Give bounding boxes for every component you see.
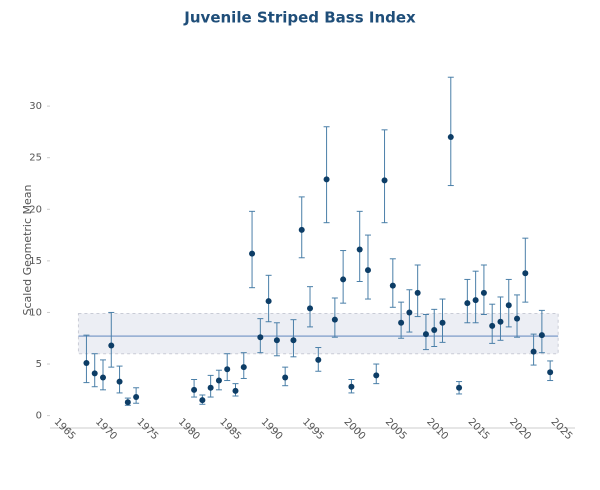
- x-tick-label: 2025: [548, 416, 574, 442]
- y-tick-label: 30: [29, 101, 42, 112]
- point: [298, 226, 305, 233]
- point: [331, 316, 338, 323]
- point: [307, 305, 314, 312]
- point: [323, 176, 330, 183]
- point: [356, 246, 363, 253]
- point: [373, 372, 380, 379]
- y-tick-label: 25: [29, 153, 42, 164]
- x-tick-label: 1990: [259, 416, 285, 442]
- y-tick-label: 0: [36, 411, 42, 422]
- x-tick-label: 2005: [383, 416, 409, 442]
- point: [489, 322, 496, 329]
- point: [191, 386, 198, 393]
- y-tick-label: 20: [29, 204, 42, 215]
- point: [464, 300, 471, 307]
- x-tick-label: 2000: [341, 416, 367, 442]
- point: [315, 356, 322, 363]
- point: [224, 366, 231, 373]
- point: [480, 289, 487, 296]
- y-tick-label: 10: [29, 307, 42, 318]
- point: [414, 289, 421, 296]
- y-tick-label: 15: [29, 256, 42, 267]
- point: [431, 326, 438, 333]
- point: [340, 276, 347, 283]
- point: [99, 374, 106, 381]
- y-axis-label: Scaled Geometric Mean: [21, 184, 34, 315]
- x-tick-label: 1965: [52, 416, 78, 442]
- point: [348, 383, 355, 390]
- point: [249, 250, 256, 257]
- point: [364, 267, 371, 274]
- point: [514, 315, 521, 322]
- point: [538, 332, 545, 339]
- point: [447, 134, 454, 141]
- point: [381, 177, 388, 184]
- point: [522, 270, 529, 277]
- point: [439, 319, 446, 326]
- x-tick-label: 1975: [134, 416, 160, 442]
- point: [273, 337, 280, 344]
- point: [207, 384, 214, 391]
- point: [398, 319, 405, 326]
- x-tick-label: 2020: [507, 416, 533, 442]
- point: [199, 397, 206, 404]
- x-tick-label: 1970: [93, 416, 119, 442]
- x-tick-label: 1995: [300, 416, 326, 442]
- point: [422, 331, 429, 338]
- point: [91, 370, 98, 377]
- point: [83, 360, 90, 367]
- point: [547, 369, 554, 376]
- point: [124, 399, 131, 406]
- point: [389, 282, 396, 289]
- point: [240, 364, 247, 371]
- point: [456, 384, 463, 391]
- point: [133, 394, 140, 401]
- x-tick-label: 2010: [424, 416, 450, 442]
- point: [406, 309, 413, 316]
- x-tick-label: 1985: [217, 416, 243, 442]
- point: [108, 342, 115, 349]
- point: [497, 318, 504, 325]
- reference-band: [77, 312, 559, 355]
- point: [290, 337, 297, 344]
- point: [530, 348, 537, 355]
- point: [257, 334, 264, 341]
- x-tick-label: 2015: [466, 416, 492, 442]
- point: [282, 374, 289, 381]
- point: [472, 297, 479, 304]
- chart-title: Juvenile Striped Bass Index: [183, 9, 416, 27]
- point: [505, 302, 512, 309]
- y-tick-label: 5: [36, 359, 42, 370]
- x-tick-label: 1980: [176, 416, 202, 442]
- point: [116, 378, 123, 385]
- point: [265, 298, 272, 305]
- point: [232, 387, 239, 394]
- point: [215, 377, 222, 384]
